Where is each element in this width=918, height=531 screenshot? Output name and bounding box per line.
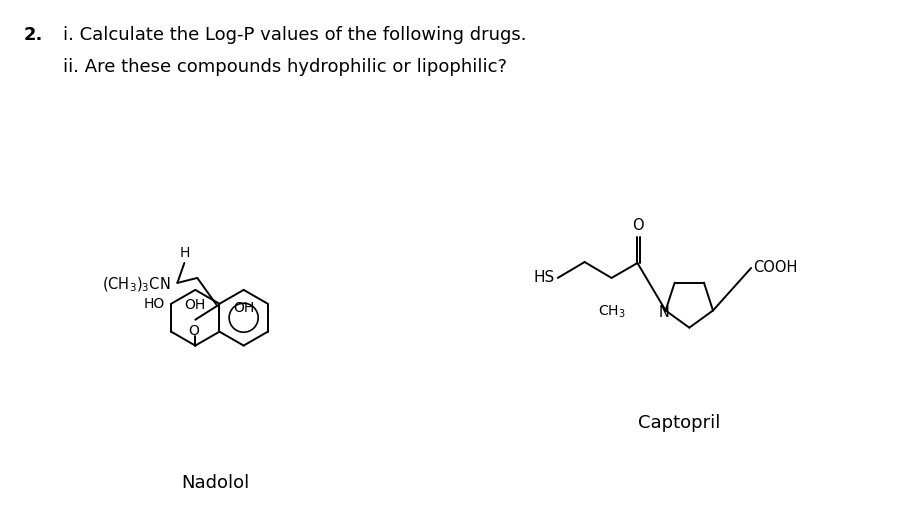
Text: OH: OH — [233, 301, 254, 315]
Text: CH$_3$: CH$_3$ — [598, 304, 625, 320]
Text: N: N — [658, 305, 669, 320]
Text: Captopril: Captopril — [638, 414, 721, 432]
Text: O: O — [632, 218, 644, 233]
Text: (CH$_3$)$_3$CN: (CH$_3$)$_3$CN — [102, 276, 171, 294]
Text: HS: HS — [533, 270, 554, 286]
Text: 2.: 2. — [23, 26, 43, 44]
Text: HO: HO — [144, 297, 165, 311]
Text: Nadolol: Nadolol — [182, 474, 250, 492]
Text: COOH: COOH — [753, 261, 798, 276]
Text: O: O — [188, 324, 198, 338]
Text: i. Calculate the Log-P values of the following drugs.: i. Calculate the Log-P values of the fol… — [63, 26, 527, 44]
Text: H: H — [179, 246, 189, 260]
Text: ii. Are these compounds hydrophilic or lipophilic?: ii. Are these compounds hydrophilic or l… — [63, 58, 508, 76]
Text: OH: OH — [185, 298, 206, 312]
